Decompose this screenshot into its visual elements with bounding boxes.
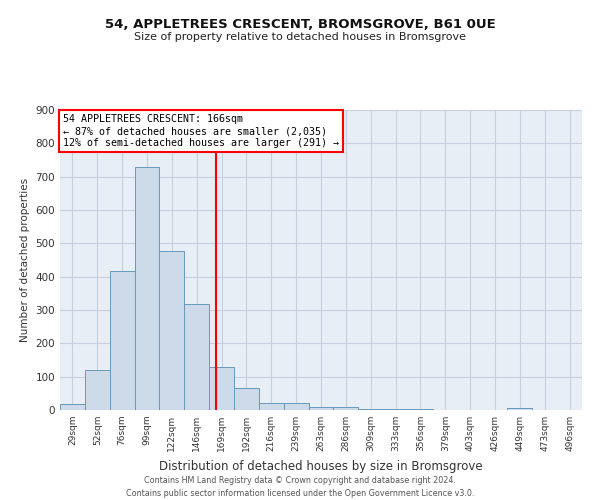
Bar	[160, 250, 184, 410]
Bar	[334, 408, 358, 410]
Bar	[508, 408, 532, 410]
Bar	[134, 166, 160, 410]
Y-axis label: Number of detached properties: Number of detached properties	[20, 178, 30, 342]
X-axis label: Distribution of detached houses by size in Bromsgrove: Distribution of detached houses by size …	[159, 460, 483, 472]
Bar	[234, 388, 259, 410]
Text: 54 APPLETREES CRESCENT: 166sqm
← 87% of detached houses are smaller (2,035)
12% : 54 APPLETREES CRESCENT: 166sqm ← 87% of …	[62, 114, 338, 148]
Bar	[184, 304, 209, 410]
Bar	[85, 370, 110, 410]
Bar	[284, 404, 308, 410]
Text: Size of property relative to detached houses in Bromsgrove: Size of property relative to detached ho…	[134, 32, 466, 42]
Bar	[209, 366, 234, 410]
Bar	[60, 404, 85, 410]
Bar	[358, 408, 383, 410]
Bar	[110, 270, 134, 410]
Text: Contains HM Land Registry data © Crown copyright and database right 2024.
Contai: Contains HM Land Registry data © Crown c…	[126, 476, 474, 498]
Bar	[308, 406, 334, 410]
Text: 54, APPLETREES CRESCENT, BROMSGROVE, B61 0UE: 54, APPLETREES CRESCENT, BROMSGROVE, B61…	[104, 18, 496, 30]
Bar	[259, 402, 284, 410]
